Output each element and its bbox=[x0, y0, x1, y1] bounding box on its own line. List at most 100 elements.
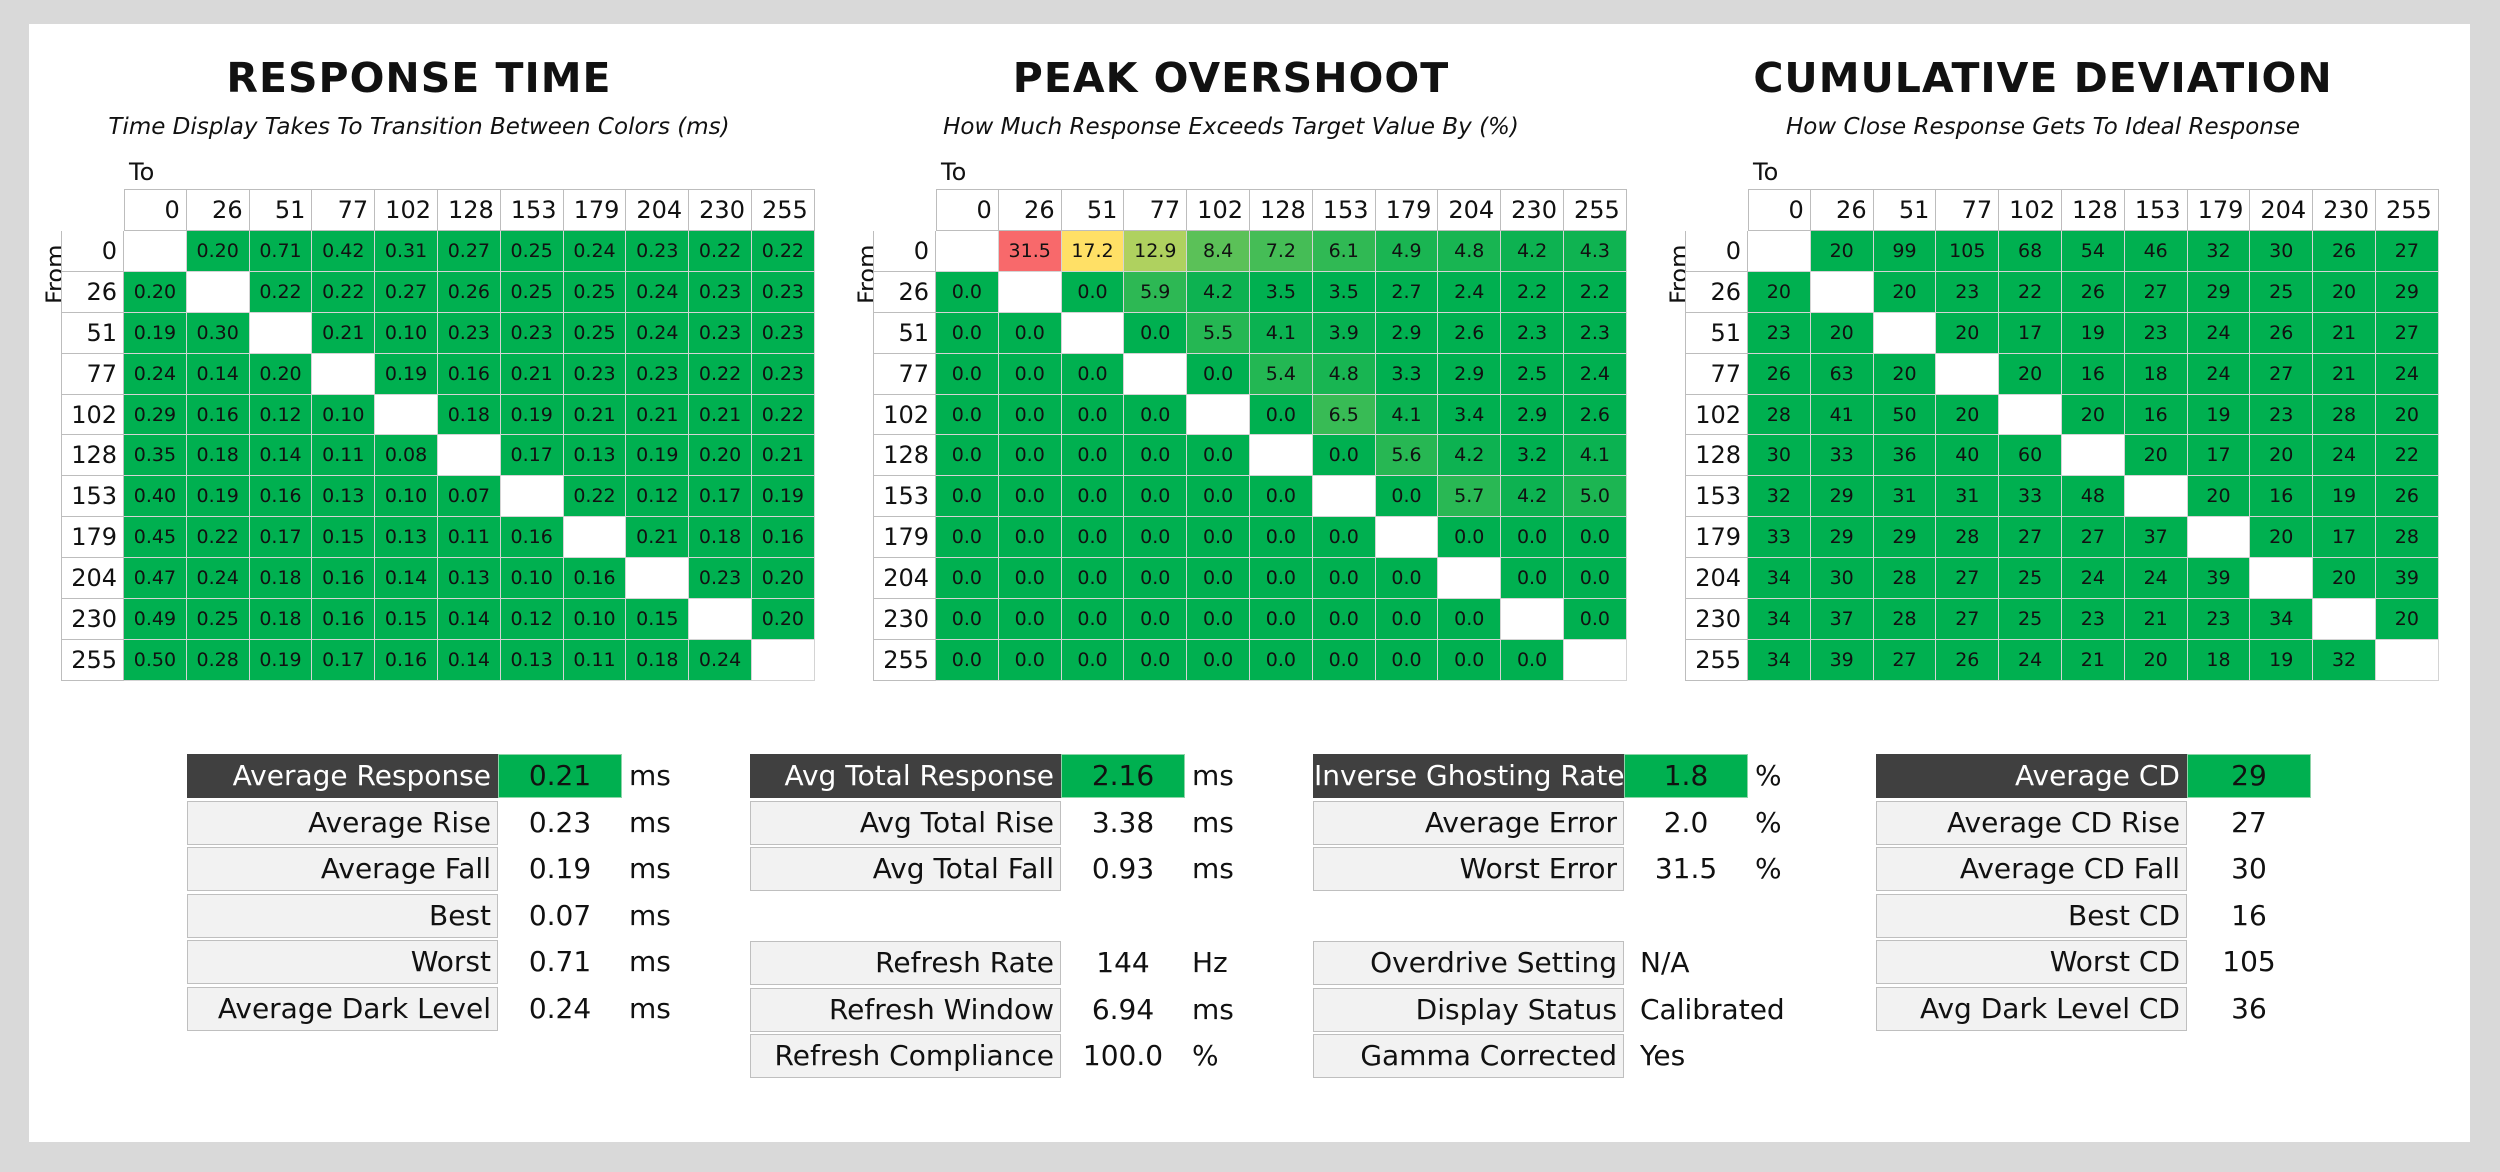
heatmap-cell: 2.9 bbox=[1501, 394, 1564, 436]
heatmap-cell: 34 bbox=[1748, 599, 1811, 640]
heatmap-cell: 5.0 bbox=[1563, 476, 1627, 518]
heatmap-cell: 16 bbox=[2124, 394, 2188, 436]
heatmap-cell: 33 bbox=[1748, 517, 1811, 559]
heatmap-cell: 39 bbox=[2187, 558, 2251, 600]
heatmap-cell: 27 bbox=[1873, 639, 1937, 681]
heatmap-cell: 31.5 bbox=[998, 231, 1062, 272]
heatmap-cell: 39 bbox=[2375, 558, 2439, 600]
heatmap-cell: 32 bbox=[2313, 639, 2376, 681]
heatmap-cell: 0.20 bbox=[249, 353, 313, 395]
stat-label: Avg Total Response bbox=[750, 754, 1061, 798]
heatmap-cell: 20 bbox=[2124, 639, 2188, 681]
heatmap-cell: 0.18 bbox=[249, 558, 313, 600]
stat-row: Average Fall 0.19 ms bbox=[187, 847, 687, 892]
heatmap-cell: 20 bbox=[1999, 353, 2062, 395]
stat-label: Average Dark Level bbox=[187, 986, 498, 1031]
heatmap-cell: 25 bbox=[1999, 558, 2062, 600]
stat-unit: ms bbox=[1192, 805, 1234, 839]
stat-unit: ms bbox=[629, 991, 671, 1025]
heatmap-cell: 0.15 bbox=[626, 599, 690, 640]
heatmap-cell: 28 bbox=[2313, 394, 2376, 436]
heatmap-cell: 0.13 bbox=[437, 558, 501, 600]
heatmap-diagonal-cell bbox=[1312, 476, 1376, 518]
row-header: 153 bbox=[1685, 476, 1748, 518]
heatmap-cell: 0.0 bbox=[1249, 517, 1313, 559]
heatmap-cell: 0.10 bbox=[375, 312, 438, 354]
row-header: 26 bbox=[873, 271, 936, 313]
heatmap-cell: 0.23 bbox=[751, 271, 815, 313]
stat-label: Refresh Window bbox=[750, 987, 1061, 1032]
heatmap-cell: 23 bbox=[1936, 271, 2000, 313]
heatmap-cell: 19 bbox=[2313, 476, 2376, 518]
heatmap-diagonal-cell bbox=[1061, 312, 1125, 354]
heatmap-cell: 0.23 bbox=[437, 312, 501, 354]
heatmap-cell: 0.0 bbox=[1375, 599, 1439, 640]
stat-value: 3.38 bbox=[1091, 805, 1155, 839]
heatmap-cell: 24 bbox=[2313, 435, 2376, 477]
heatmap-cell: 0.16 bbox=[249, 476, 313, 518]
stat-row: Average Rise 0.23 ms bbox=[187, 800, 687, 846]
row-header: 26 bbox=[1685, 271, 1748, 313]
cumulative-deviation-heatmap: 0 26 51 77 102 128 153 179 204 230 255 0 20 99 105 68 54… bbox=[1685, 189, 2439, 681]
row-header: 102 bbox=[873, 394, 936, 436]
heatmap-cell: 0.11 bbox=[563, 639, 627, 681]
stat-value: 0.19 bbox=[528, 852, 592, 885]
heatmap-cell: 0.24 bbox=[124, 353, 187, 395]
heatmap-cell: 0.0 bbox=[936, 639, 999, 681]
heatmap-cell: 0.0 bbox=[1124, 517, 1188, 559]
heatmap-cell: 4.9 bbox=[1375, 231, 1439, 272]
heatmap-cell: 0.24 bbox=[563, 231, 627, 272]
heatmap-cell: 0.25 bbox=[500, 231, 564, 272]
heatmap-cell: 0.0 bbox=[1187, 476, 1250, 518]
column-header: 102 bbox=[375, 189, 438, 231]
heatmap-diagonal-cell bbox=[689, 599, 752, 640]
row-header: 230 bbox=[61, 599, 124, 640]
stat-label: Average CD Fall bbox=[1876, 847, 2187, 891]
column-header: 102 bbox=[1999, 189, 2062, 231]
heatmap-cell: 17 bbox=[2187, 435, 2251, 477]
stat-unit: ms bbox=[1192, 992, 1234, 1026]
heatmap-cell: 0.21 bbox=[751, 435, 815, 477]
heatmap-cell: 0.0 bbox=[936, 353, 999, 395]
heatmap-cell: 0.0 bbox=[1124, 476, 1188, 518]
row-header: 128 bbox=[61, 435, 124, 477]
heatmap-cell: 28 bbox=[1936, 517, 2000, 559]
cumulative-deviation-panel: CUMULATIVE DEVIATION How Close Response … bbox=[1653, 24, 2439, 724]
to-axis-label: To bbox=[1753, 158, 1779, 186]
stat-label: Average Rise bbox=[187, 800, 498, 845]
heatmap-cell: 32 bbox=[2187, 231, 2251, 272]
heatmap-cell: 16 bbox=[2061, 353, 2125, 395]
heatmap-cell: 0.23 bbox=[563, 353, 627, 395]
heatmap-cell: 3.4 bbox=[1438, 394, 1502, 436]
column-header: 77 bbox=[312, 189, 376, 231]
stat-label: Average Response bbox=[187, 754, 498, 798]
heatmap-cell: 20 bbox=[2375, 599, 2439, 640]
heatmap-cell: 6.1 bbox=[1312, 231, 1376, 272]
heatmap-cell: 28 bbox=[1873, 558, 1937, 600]
heatmap-cell: 0.14 bbox=[249, 435, 313, 477]
panel-title: RESPONSE TIME bbox=[226, 54, 612, 102]
heatmap-corner bbox=[1685, 189, 1748, 231]
heatmap-diagonal-cell bbox=[1999, 394, 2062, 436]
heatmap-cell: 46 bbox=[2124, 231, 2188, 272]
heatmap-cell: 4.3 bbox=[1563, 231, 1627, 272]
stat-label: Average Fall bbox=[187, 847, 498, 891]
heatmap-cell: 0.16 bbox=[312, 599, 376, 640]
stat-row: Worst 0.71 ms bbox=[187, 940, 687, 985]
heatmap-cell: 20 bbox=[1936, 312, 2000, 354]
heatmap-cell: 0.40 bbox=[124, 476, 187, 518]
stat-value: Calibrated bbox=[1640, 992, 1785, 1026]
heatmap-cell: 0.28 bbox=[186, 639, 250, 681]
stat-unit: % bbox=[1755, 759, 1782, 792]
column-header: 204 bbox=[2250, 189, 2314, 231]
stat-value: 0.21 bbox=[498, 754, 622, 798]
stat-row: Worst CD 105 bbox=[1876, 940, 2376, 985]
results-sheet: RESPONSE TIME Time Display Takes To Tran… bbox=[29, 24, 2470, 1142]
peak-overshoot-panel: PEAK OVERSHOOT How Much Response Exceeds… bbox=[841, 24, 1627, 724]
heatmap-diagonal-cell bbox=[2375, 639, 2439, 681]
row-header: 26 bbox=[61, 271, 124, 313]
heatmap-cell: 8.4 bbox=[1187, 231, 1250, 272]
heatmap-cell: 0.0 bbox=[1312, 435, 1376, 477]
heatmap-cell: 0.25 bbox=[500, 271, 564, 313]
stat-row: Average Response 0.21 ms bbox=[187, 754, 687, 799]
